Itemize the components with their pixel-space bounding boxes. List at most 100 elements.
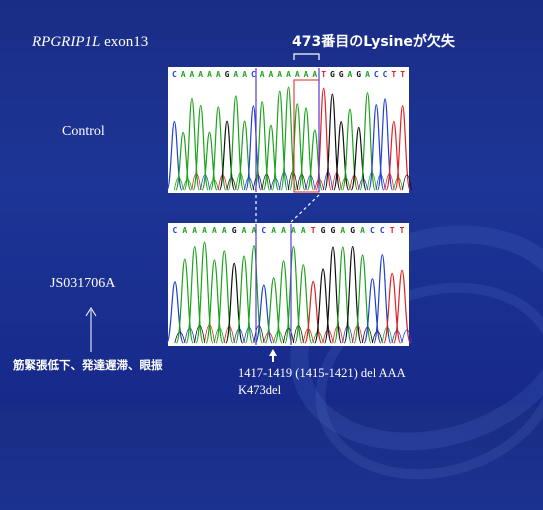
control-background-peak [244,177,254,191]
control-base-letter: T [321,70,326,79]
control-peak [350,126,367,191]
control-base-letter: G [330,70,335,79]
control-base-letter: G [339,70,344,79]
control-base-letter: A [190,70,195,79]
patient-peak [264,277,283,344]
patient-base-letter: G [331,226,336,235]
patient-base-letter: A [222,226,227,235]
patient-background-peak [184,327,196,344]
control-base-letter: G [225,70,230,79]
patient-background-peak [332,325,344,344]
patient-base-letter: A [252,226,257,235]
patient-base-letter: A [281,226,286,235]
control-base-letter: A [207,70,212,79]
control-base-letter: A [365,70,370,79]
patient-peak [393,269,412,344]
patient-background-peak [391,330,403,344]
patient-peak [304,280,323,344]
control-base-letter: A [242,70,247,79]
control-base-letter: A [295,70,300,79]
patient-background-peak [342,325,354,344]
control-peak [175,131,192,191]
control-peak [166,120,183,191]
exon-label: exon13 [104,34,149,50]
patient-base-letter: A [242,226,247,235]
control-background-peak [209,179,219,191]
control-peak [201,131,218,191]
patient-base-letter: G [232,226,237,235]
control-background-peak [358,178,368,191]
patient-background-peak [243,326,255,344]
patient-base-letter: G [321,226,326,235]
control-background-peak [393,177,404,191]
patient-base-letter: A [271,226,276,235]
patient-base-letter: A [360,226,365,235]
patient-peak [244,245,263,344]
control-base-letter: C [383,70,388,79]
patient-background-peak [213,327,225,344]
patient-background-peak [401,329,413,344]
patient-base-letter: T [311,226,316,235]
control-background-peak [226,177,237,191]
control-peak [341,108,358,191]
control-base-letter: G [356,70,361,79]
patient-peak [373,254,392,344]
patient-base-letter: C [261,226,266,235]
patient-background-peak [263,332,275,344]
patient-base-letter: A [340,226,345,235]
control-background-peak [270,177,281,191]
control-background-peak [182,179,193,191]
control-base-letter: C [374,70,379,79]
patient-background-peak [174,331,186,344]
patient-background-peak [283,327,294,344]
control-base-letter: A [233,70,238,79]
patient-peak [363,278,382,344]
control-peak [210,106,227,191]
patient-base-letter: C [380,226,385,235]
patient-peak [165,281,184,344]
control-chromatogram [168,67,409,193]
patient-base-letter: T [400,226,405,235]
patient-base-letter: A [182,226,187,235]
patient-background-peak [273,330,285,344]
control-peak [394,105,411,191]
patient-base-letter: C [173,226,178,235]
control-base-letter: A [304,70,309,79]
patient-background-peak [371,331,383,344]
gene-name: RPGRIP1L [32,34,101,50]
protein-change: K473del [238,383,282,397]
control-base-letter: C [251,70,256,79]
patient-base-letter: A [291,226,296,235]
connector-right [290,194,320,223]
control-base-letter: A [269,70,274,79]
patient-base-letter: A [192,226,197,235]
control-base-letter: A [260,70,265,79]
control-peak [359,92,376,191]
symptoms-text: 筋緊張低下、発達遅滞、眼振 [13,358,163,372]
patient-background-peak [194,325,206,344]
control-base-letter: T [391,70,396,79]
control-peak [262,124,279,191]
patient-background-peak [312,331,324,344]
control-peak [227,95,244,191]
control-label: Control [62,124,105,139]
deletion-annotation: 473番目のLysineが欠失 [292,34,455,50]
control-peak [219,120,236,191]
mutation-notation: 1417-1419 (1415-1421) del AAA [238,366,406,380]
control-base-letter: T [400,70,405,79]
patient-label: JS031706A [50,276,116,291]
mutation-arrow-head [269,349,277,356]
control-background-peak [402,174,412,191]
patient-base-letter: A [212,226,217,235]
symptom-arrow-head [85,307,97,317]
control-base-letter: C [172,70,177,79]
patient-peak [215,250,234,344]
patient-peak [314,268,333,344]
patient-base-letter: C [370,226,375,235]
control-base-letter: A [181,70,186,79]
patient-base-letter: A [202,226,207,235]
control-base-letter: A [312,70,317,79]
patient-background-peak [322,329,334,344]
control-base-letter: A [216,70,221,79]
patient-peak [284,245,303,344]
